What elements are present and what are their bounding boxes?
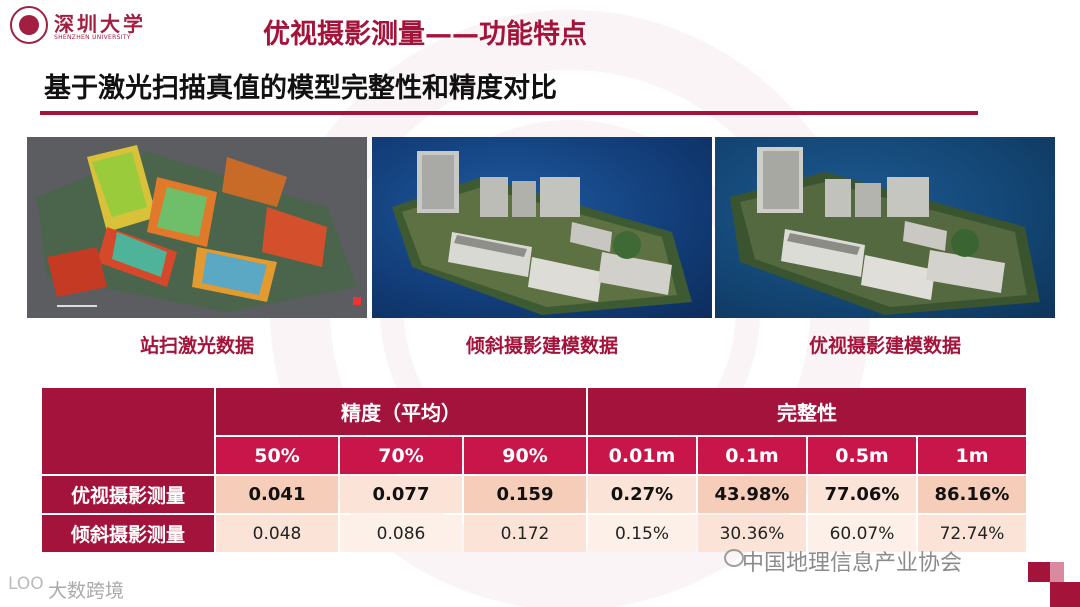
university-logo: 深圳大学 SHENZHEN UNIVERSITY <box>10 6 150 46</box>
seal-icon <box>10 6 48 44</box>
watermark-left-icon: LOO <box>8 574 44 594</box>
oblique-model-image <box>372 137 712 318</box>
row-label: 优视摄影测量 <box>42 476 214 513</box>
caption-oblique-model: 倾斜摄影建模数据 <box>465 335 618 357</box>
table-cell: 60.07% <box>808 515 916 552</box>
table-cell: 0.27% <box>588 476 696 513</box>
table-cell: 0.041 <box>216 476 338 513</box>
column-header: 1m <box>918 437 1026 474</box>
subtitle-divider <box>40 111 978 115</box>
logo-name-en: SHENZHEN UNIVERSITY <box>54 34 131 41</box>
table-cell: 86.16% <box>918 476 1026 513</box>
watermark-association: 中国地理信息产业协会 <box>742 551 963 576</box>
table-row: 倾斜摄影测量 0.048 0.086 0.172 0.15% 30.36% 60… <box>42 515 1026 552</box>
watermark-left: 大数跨境 <box>48 580 125 602</box>
youshi-model-image <box>715 137 1055 318</box>
logo-name-cn: 深圳大学 <box>54 12 146 36</box>
comparison-table: 精度（平均） 完整性 50% 70% 90% 0.01m 0.1m 0.5m 1… <box>40 386 1028 554</box>
table-group-header-row: 精度（平均） 完整性 <box>42 388 1026 474</box>
table-row: 优视摄影测量 0.041 0.077 0.159 0.27% 43.98% 77… <box>42 476 1026 513</box>
column-header: 0.01m <box>588 437 696 474</box>
table-cell: 43.98% <box>698 476 806 513</box>
table-cell: 77.06% <box>808 476 916 513</box>
table-cell: 72.74% <box>918 515 1026 552</box>
column-header: 50% <box>216 437 338 474</box>
table-cell: 30.36% <box>698 515 806 552</box>
caption-youshi-model: 优视摄影建模数据 <box>808 335 961 357</box>
table-cell: 0.159 <box>464 476 586 513</box>
caption-laser-scan: 站扫激光数据 <box>139 335 254 357</box>
page-title: 优视摄影测量——功能特点 <box>263 19 587 50</box>
table-column-header-row: 50% 70% 90% 0.01m 0.1m 0.5m 1m <box>42 437 1026 474</box>
table-cell: 0.15% <box>588 515 696 552</box>
section-subtitle: 基于激光扫描真值的模型完整性和精度对比 <box>44 73 557 104</box>
corner-decoration <box>1028 562 1080 607</box>
table-cell: 0.172 <box>464 515 586 552</box>
row-label: 倾斜摄影测量 <box>42 515 214 552</box>
column-header: 0.1m <box>698 437 806 474</box>
table-cell: 0.077 <box>340 476 462 513</box>
laser-scan-image <box>27 137 367 318</box>
column-header: 70% <box>340 437 462 474</box>
header-accuracy: 精度（平均） <box>216 388 586 435</box>
header-completeness: 完整性 <box>588 388 1026 435</box>
table-cell: 0.048 <box>216 515 338 552</box>
column-header: 0.5m <box>808 437 916 474</box>
table-cell: 0.086 <box>340 515 462 552</box>
table-corner-cell <box>42 388 214 474</box>
wechat-icon <box>724 549 744 567</box>
column-header: 90% <box>464 437 586 474</box>
